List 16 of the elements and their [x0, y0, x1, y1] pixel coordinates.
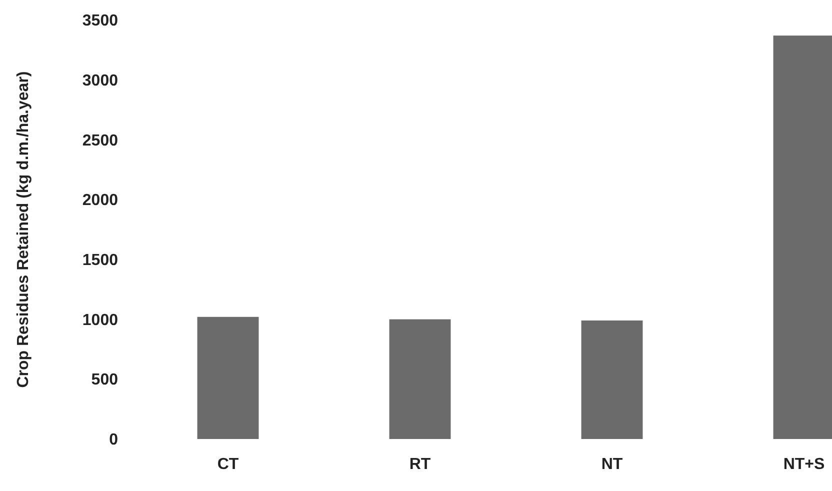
y-tick-label: 1000	[82, 312, 118, 329]
bar	[581, 320, 643, 439]
y-tick-label: 3500	[82, 12, 118, 30]
x-tick-label: NT+S	[783, 456, 825, 473]
y-tick-label: 0	[109, 432, 118, 449]
y-tick-label: 3000	[82, 72, 118, 90]
y-tick-label: 1500	[82, 252, 118, 270]
y-axis-title: Crop Residues Retained (kg d.m./ha.year)	[15, 71, 32, 388]
x-tick-label: RT	[409, 456, 431, 473]
y-tick-label: 2500	[82, 132, 118, 150]
x-tick-label: NT	[601, 456, 623, 473]
bar	[389, 319, 451, 439]
y-tick-label: 500	[91, 372, 118, 389]
y-tick-label: 2000	[82, 192, 118, 210]
bar	[197, 316, 259, 439]
x-tick-label: CT	[217, 456, 239, 473]
